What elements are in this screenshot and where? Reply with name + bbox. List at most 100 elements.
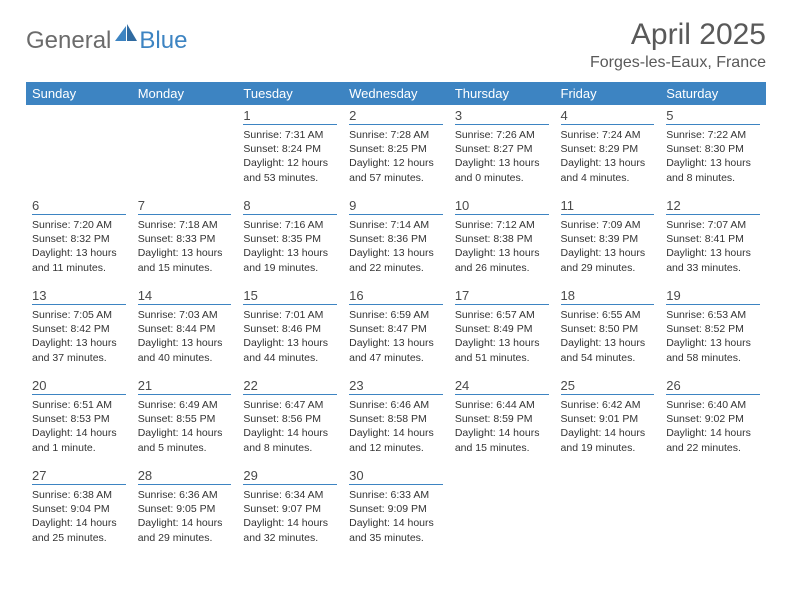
- calendar-day-cell: 6 Sunrise: 7:20 AMSunset: 8:32 PMDaylight…: [26, 195, 132, 285]
- calendar-week-row: 6 Sunrise: 7:20 AMSunset: 8:32 PMDaylight…: [26, 195, 766, 285]
- day-number: 30: [349, 468, 443, 485]
- dow-saturday: Saturday: [660, 82, 766, 105]
- day-details: Sunrise: 7:20 AMSunset: 8:32 PMDaylight:…: [32, 218, 126, 275]
- day-details: Sunrise: 7:03 AMSunset: 8:44 PMDaylight:…: [138, 308, 232, 365]
- calendar-day-cell: 21Sunrise: 6:49 AMSunset: 8:55 PMDayligh…: [132, 375, 238, 465]
- day-number: 12: [666, 198, 760, 215]
- calendar-day-cell: 5 Sunrise: 7:22 AMSunset: 8:30 PMDaylight…: [660, 105, 766, 195]
- calendar-empty-cell: [449, 465, 555, 555]
- day-number: 24: [455, 378, 549, 395]
- day-details: Sunrise: 6:46 AMSunset: 8:58 PMDaylight:…: [349, 398, 443, 455]
- location-label: Forges-les-Eaux, France: [590, 54, 766, 72]
- day-number: 17: [455, 288, 549, 305]
- calendar-day-cell: 16 Sunrise: 6:59 AMSunset: 8:47 PMDayligh…: [343, 285, 449, 375]
- day-details: Sunrise: 6:53 AMSunset: 8:52 PMDaylight:…: [666, 308, 760, 365]
- calendar-table: Sunday Monday Tuesday Wednesday Thursday…: [26, 82, 766, 555]
- day-number: 8: [243, 198, 337, 215]
- day-number: 14: [138, 288, 232, 305]
- calendar-day-cell: 4 Sunrise: 7:24 AMSunset: 8:29 PMDaylight…: [555, 105, 661, 195]
- day-details: Sunrise: 6:55 AMSunset: 8:50 PMDaylight:…: [561, 308, 655, 365]
- day-details: Sunrise: 7:16 AMSunset: 8:35 PMDaylight:…: [243, 218, 337, 275]
- day-details: Sunrise: 6:36 AMSunset: 9:05 PMDaylight:…: [138, 488, 232, 545]
- dow-tuesday: Tuesday: [237, 82, 343, 105]
- calendar-day-cell: 25 Sunrise: 6:42 AMSunset: 9:01 PMDayligh…: [555, 375, 661, 465]
- day-details: Sunrise: 6:59 AMSunset: 8:47 PMDaylight:…: [349, 308, 443, 365]
- day-number: 9: [349, 198, 443, 215]
- calendar-day-cell: 10 Sunrise: 7:12 AMSunset: 8:38 PMDayligh…: [449, 195, 555, 285]
- calendar-week-row: 27 Sunrise: 6:38 AMSunset: 9:04 PMDayligh…: [26, 465, 766, 555]
- day-details: Sunrise: 7:18 AMSunset: 8:33 PMDaylight:…: [138, 218, 232, 275]
- day-details: Sunrise: 6:40 AMSunset: 9:02 PMDaylight:…: [666, 398, 760, 455]
- logo-sail-icon: [115, 24, 137, 47]
- day-details: Sunrise: 7:12 AMSunset: 8:38 PMDaylight:…: [455, 218, 549, 275]
- day-number: 16: [349, 288, 443, 305]
- header: General Blue April 2025 Forges-les-Eaux,…: [26, 18, 766, 72]
- day-details: Sunrise: 6:38 AMSunset: 9:04 PMDaylight:…: [32, 488, 126, 545]
- calendar-day-cell: 12 Sunrise: 7:07 AMSunset: 8:41 PMDayligh…: [660, 195, 766, 285]
- calendar-day-cell: 15Sunrise: 7:01 AMSunset: 8:46 PMDayligh…: [237, 285, 343, 375]
- calendar-day-cell: 23 Sunrise: 6:46 AMSunset: 8:58 PMDayligh…: [343, 375, 449, 465]
- day-number: 10: [455, 198, 549, 215]
- day-details: Sunrise: 6:49 AMSunset: 8:55 PMDaylight:…: [138, 398, 232, 455]
- day-number: 11: [561, 198, 655, 215]
- logo-text-general: General: [26, 27, 111, 55]
- day-number: 6: [32, 198, 126, 215]
- day-number: 19: [666, 288, 760, 305]
- calendar-empty-cell: [132, 105, 238, 195]
- calendar-day-cell: 30Sunrise: 6:33 AMSunset: 9:09 PMDayligh…: [343, 465, 449, 555]
- day-details: Sunrise: 7:28 AMSunset: 8:25 PMDaylight:…: [349, 128, 443, 185]
- dow-thursday: Thursday: [449, 82, 555, 105]
- day-details: Sunrise: 7:05 AMSunset: 8:42 PMDaylight:…: [32, 308, 126, 365]
- day-details: Sunrise: 7:22 AMSunset: 8:30 PMDaylight:…: [666, 128, 760, 185]
- calendar-day-cell: 9 Sunrise: 7:14 AMSunset: 8:36 PMDaylight…: [343, 195, 449, 285]
- day-details: Sunrise: 7:31 AMSunset: 8:24 PMDaylight:…: [243, 128, 337, 185]
- calendar-day-cell: 14 Sunrise: 7:03 AMSunset: 8:44 PMDayligh…: [132, 285, 238, 375]
- logo: General Blue: [26, 24, 187, 57]
- day-details: Sunrise: 6:57 AMSunset: 8:49 PMDaylight:…: [455, 308, 549, 365]
- calendar-week-row: 20Sunrise: 6:51 AMSunset: 8:53 PMDayligh…: [26, 375, 766, 465]
- calendar-day-cell: 1Sunrise: 7:31 AMSunset: 8:24 PMDaylight…: [237, 105, 343, 195]
- calendar-day-cell: 27 Sunrise: 6:38 AMSunset: 9:04 PMDayligh…: [26, 465, 132, 555]
- calendar-empty-cell: [555, 465, 661, 555]
- day-details: Sunrise: 7:26 AMSunset: 8:27 PMDaylight:…: [455, 128, 549, 185]
- day-details: Sunrise: 7:07 AMSunset: 8:41 PMDaylight:…: [666, 218, 760, 275]
- day-number: 5: [666, 108, 760, 125]
- day-number: 4: [561, 108, 655, 125]
- dow-sunday: Sunday: [26, 82, 132, 105]
- day-number: 25: [561, 378, 655, 395]
- calendar-week-row: 1Sunrise: 7:31 AMSunset: 8:24 PMDaylight…: [26, 105, 766, 195]
- day-number: 26: [666, 378, 760, 395]
- dow-monday: Monday: [132, 82, 238, 105]
- day-number: 28: [138, 468, 232, 485]
- calendar-day-cell: 28 Sunrise: 6:36 AMSunset: 9:05 PMDayligh…: [132, 465, 238, 555]
- day-details: Sunrise: 7:24 AMSunset: 8:29 PMDaylight:…: [561, 128, 655, 185]
- logo-text-blue: Blue: [139, 27, 187, 55]
- day-details: Sunrise: 6:47 AMSunset: 8:56 PMDaylight:…: [243, 398, 337, 455]
- title-block: April 2025 Forges-les-Eaux, France: [590, 18, 766, 72]
- day-details: Sunrise: 7:14 AMSunset: 8:36 PMDaylight:…: [349, 218, 443, 275]
- day-number: 13: [32, 288, 126, 305]
- day-number: 29: [243, 468, 337, 485]
- calendar-empty-cell: [26, 105, 132, 195]
- calendar-week-row: 13 Sunrise: 7:05 AMSunset: 8:42 PMDayligh…: [26, 285, 766, 375]
- calendar-day-cell: 8 Sunrise: 7:16 AMSunset: 8:35 PMDaylight…: [237, 195, 343, 285]
- day-details: Sunrise: 6:42 AMSunset: 9:01 PMDaylight:…: [561, 398, 655, 455]
- day-details: Sunrise: 6:34 AMSunset: 9:07 PMDaylight:…: [243, 488, 337, 545]
- day-number: 7: [138, 198, 232, 215]
- day-number: 20: [32, 378, 126, 395]
- day-details: Sunrise: 6:44 AMSunset: 8:59 PMDaylight:…: [455, 398, 549, 455]
- calendar-day-cell: 26 Sunrise: 6:40 AMSunset: 9:02 PMDayligh…: [660, 375, 766, 465]
- calendar-day-cell: 3Sunrise: 7:26 AMSunset: 8:27 PMDaylight…: [449, 105, 555, 195]
- calendar-day-cell: 29 Sunrise: 6:34 AMSunset: 9:07 PMDayligh…: [237, 465, 343, 555]
- calendar-day-cell: 2Sunrise: 7:28 AMSunset: 8:25 PMDaylight…: [343, 105, 449, 195]
- calendar-day-cell: 7 Sunrise: 7:18 AMSunset: 8:33 PMDaylight…: [132, 195, 238, 285]
- calendar-body: 1Sunrise: 7:31 AMSunset: 8:24 PMDaylight…: [26, 105, 766, 555]
- day-number: 27: [32, 468, 126, 485]
- calendar-empty-cell: [660, 465, 766, 555]
- day-number: 23: [349, 378, 443, 395]
- day-number: 22: [243, 378, 337, 395]
- calendar-day-cell: 20Sunrise: 6:51 AMSunset: 8:53 PMDayligh…: [26, 375, 132, 465]
- day-details: Sunrise: 7:09 AMSunset: 8:39 PMDaylight:…: [561, 218, 655, 275]
- dow-wednesday: Wednesday: [343, 82, 449, 105]
- month-title: April 2025: [590, 18, 766, 52]
